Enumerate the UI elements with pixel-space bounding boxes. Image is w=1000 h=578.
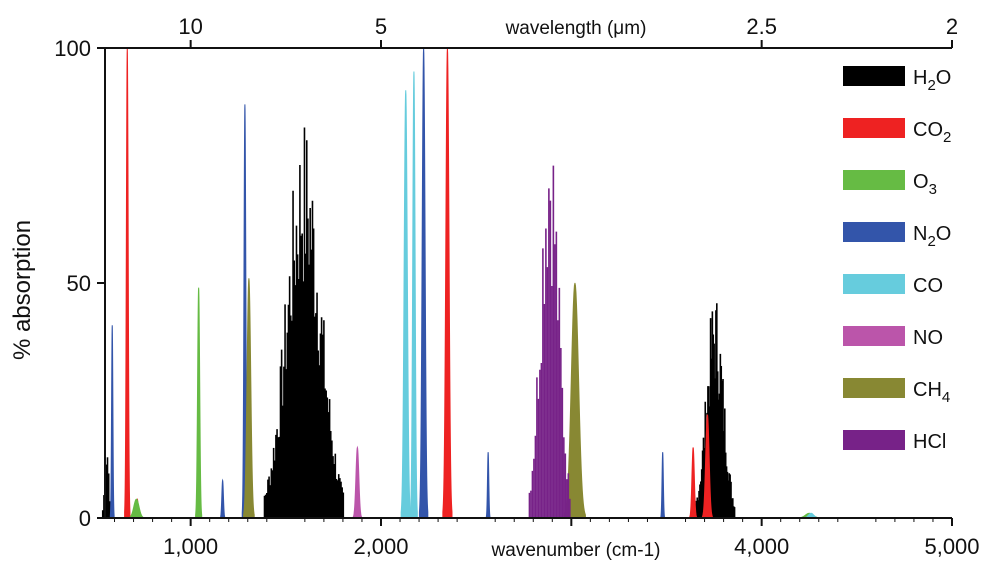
absorption-band (195, 287, 203, 519)
legend-label: CO2 (913, 119, 951, 146)
absorption-band (485, 452, 491, 519)
top-tick-label: 2.5 (746, 14, 777, 39)
series-hcl (528, 165, 571, 518)
legend-item-h2o: H2O (843, 66, 951, 94)
legend-label: NO (913, 327, 943, 349)
axes-layer: 1,000 2,000 4,000 5,000 0 50 100 10 5 2.5 2 wavenu… (9, 14, 980, 561)
series-no (352, 445, 363, 519)
absorption-band (243, 278, 255, 519)
absorption-band (352, 445, 363, 519)
top-tick-label: 10 (178, 14, 202, 39)
x-tick-label: 2,000 (353, 534, 408, 559)
absorption-band (409, 71, 418, 519)
absorption-band (219, 478, 226, 519)
y-axis-title: % absorption (9, 220, 36, 360)
legend-swatch (843, 274, 905, 294)
series-o3 (128, 287, 822, 519)
series-ch4 (243, 278, 586, 519)
legend-label: CH4 (913, 379, 950, 406)
absorption-band (128, 498, 145, 519)
legend-swatch (843, 118, 905, 138)
legend-item-co: CO (843, 274, 943, 297)
legend-label: HCl (913, 431, 946, 453)
legend-swatch (843, 222, 905, 242)
legend-item-ch4: CH4 (843, 378, 950, 406)
legend-swatch (843, 378, 905, 398)
top-tick-label: 5 (375, 14, 387, 39)
legend-item-hcl: HCl (843, 430, 946, 453)
series-layer (101, 47, 822, 519)
series-co (400, 71, 820, 519)
y-tick-label: 0 (79, 506, 91, 531)
absorption-band (689, 447, 698, 519)
absorption-band (109, 325, 115, 519)
x-axis-title: wavenumber (cm-1) (491, 540, 661, 561)
legend-swatch (843, 430, 905, 450)
x-tick-label: 4,000 (734, 534, 789, 559)
legend-item-no: NO (843, 326, 943, 349)
top-tick-label: 2 (946, 14, 958, 39)
legend-item-n2o: N2O (843, 222, 951, 250)
legend-swatch (843, 326, 905, 346)
ticks-layer: 1,000 2,000 4,000 5,000 0 50 100 10 5 2.5 2 (54, 14, 979, 559)
absorption-band (660, 452, 666, 519)
top-axis-title: wavelength (μm) (505, 18, 647, 39)
series-n2o (109, 47, 666, 519)
legend-label: H2O (913, 67, 951, 94)
legend-item-o3: O3 (843, 170, 937, 198)
legend-label: O3 (913, 171, 937, 198)
series-co2 (124, 47, 713, 519)
absorption-band (124, 47, 131, 519)
legend: H2O CO2 O3 N2O CO NO CH4 HCl (843, 66, 951, 453)
absorption-band (442, 47, 453, 519)
legend-swatch (843, 170, 905, 190)
legend-label: N2O (913, 223, 951, 250)
series-h2o (101, 127, 736, 518)
absorption-band (418, 47, 429, 519)
legend-item-co2: CO2 (843, 118, 951, 146)
absorption-band (701, 414, 713, 519)
x-tick-label: 1,000 (163, 534, 218, 559)
x-tick-label: 5,000 (924, 534, 979, 559)
legend-label: CO (913, 275, 943, 297)
absorption-band (400, 90, 411, 519)
legend-swatch (843, 66, 905, 86)
y-tick-label: 50 (67, 271, 91, 296)
y-tick-label: 100 (54, 36, 91, 61)
